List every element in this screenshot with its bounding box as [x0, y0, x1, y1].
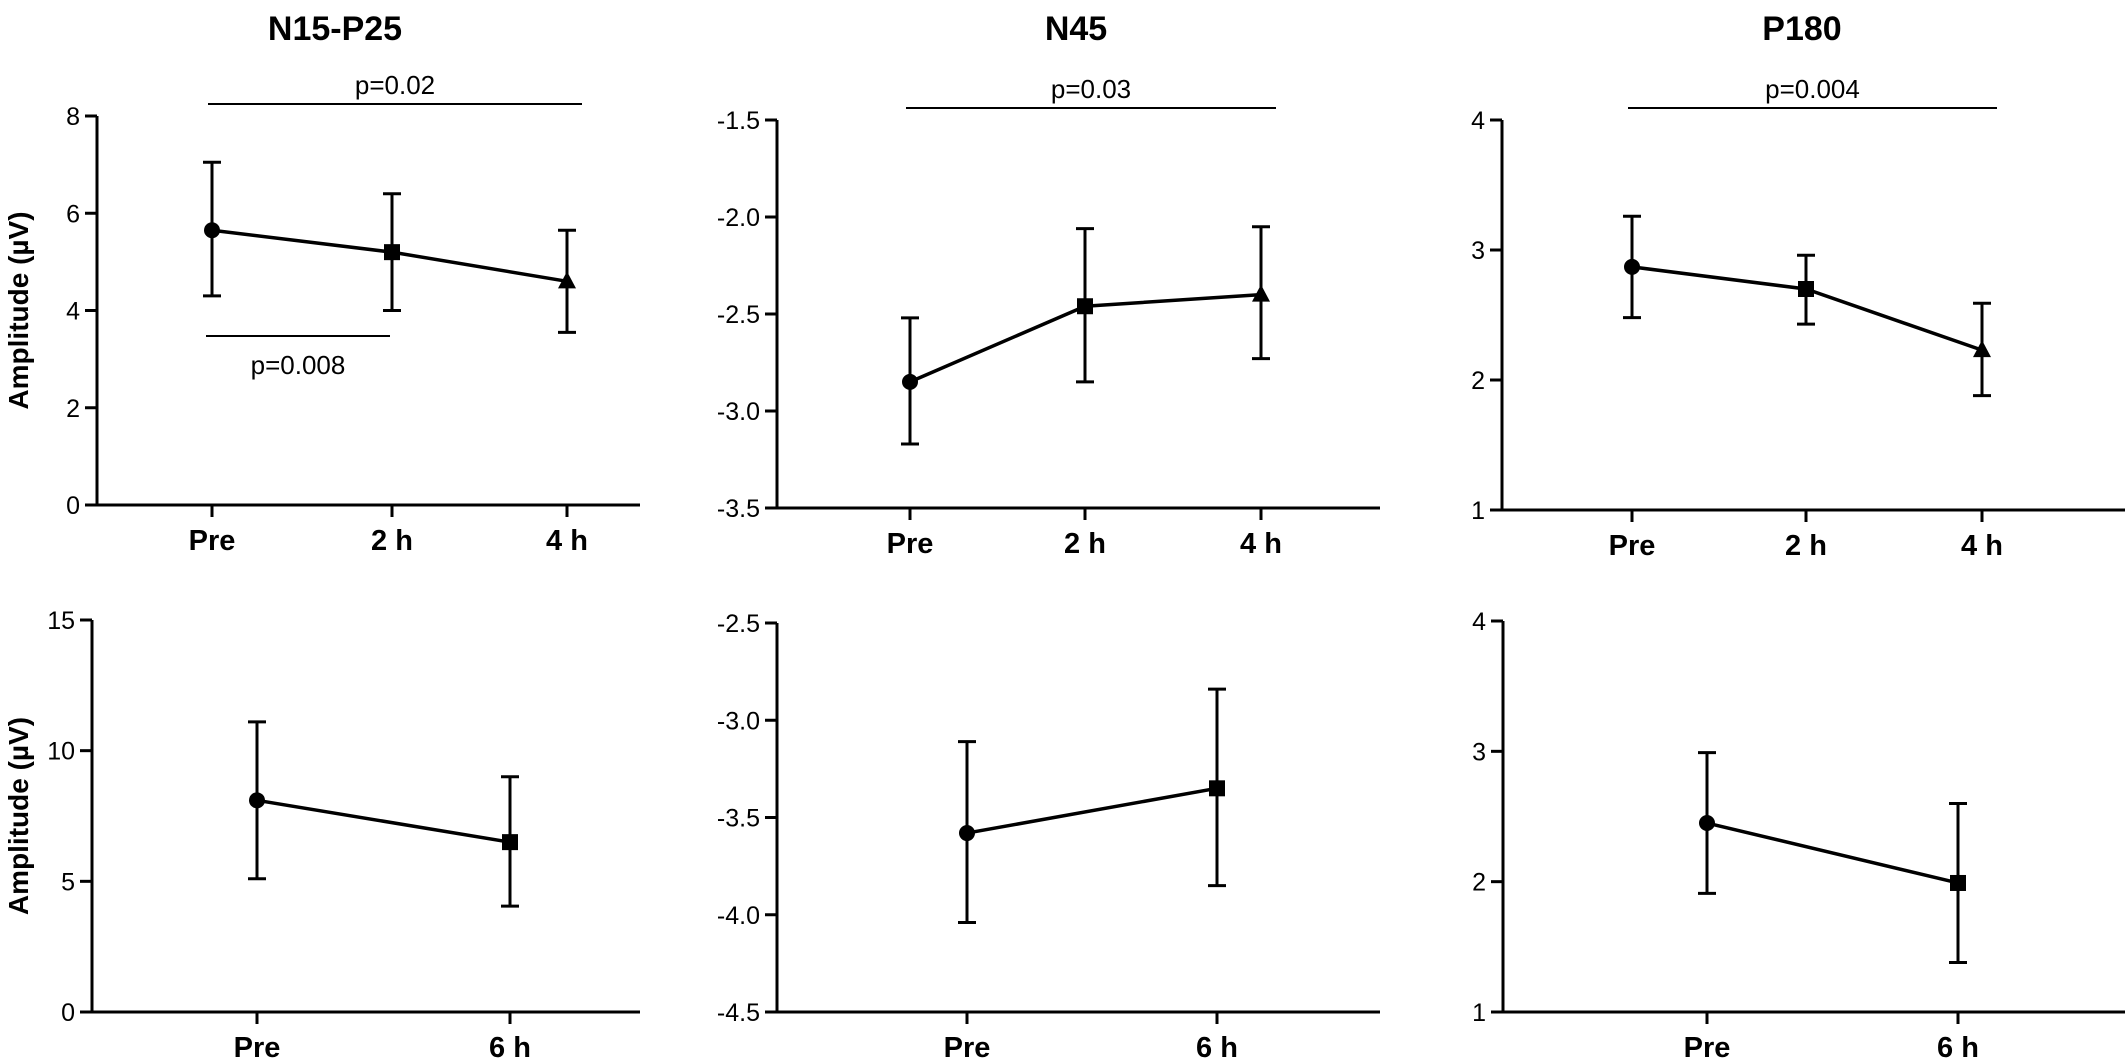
y-tick-label: 2	[1472, 869, 1486, 897]
data-point-circle	[249, 792, 265, 809]
chart-panel-3: P180 1 2 3 4 Pre 2 h 4 h p=0.004	[1471, 10, 2125, 562]
x-tick-label: Pre	[887, 528, 934, 560]
y-tick-label: -3.5	[717, 495, 760, 523]
y-tick-label: -2.5	[717, 610, 760, 638]
x-tick-label: 4 h	[1240, 528, 1282, 560]
y-tick-label: -1.5	[717, 107, 760, 135]
y-tick-label: 2	[66, 395, 80, 423]
chart-panel-1: N15-P25 Amplitude (µV) 0 2 4 6 8 Pre 2 h 4 h p=0.0…	[3, 10, 640, 557]
x-tick-label: Pre	[1609, 530, 1656, 562]
data-point-triangle	[1973, 340, 1991, 358]
y-tick-label: 15	[47, 607, 75, 635]
x-tick-label: 6 h	[1937, 1032, 1979, 1061]
y-tick-label: 10	[47, 738, 75, 766]
chart-panel-4: Amplitude (µV) 0 5 10 15 Pre 6 h	[3, 607, 640, 1061]
data-point-circle	[1699, 815, 1715, 832]
data-point-circle	[959, 825, 975, 842]
significance-label: p=0.008	[251, 350, 346, 380]
significance-label: p=0.004	[1765, 74, 1860, 104]
x-tick-label: 2 h	[1064, 528, 1106, 560]
significance-label: p=0.02	[355, 70, 435, 100]
x-tick-label: 6 h	[1196, 1032, 1238, 1061]
series-line	[1706, 821, 1959, 885]
chart-panel-5: -4.5 -4.0 -3.5 -3.0 -2.5 Pre 6 h	[717, 610, 1380, 1061]
y-tick-label: -4.0	[717, 902, 760, 930]
x-tick-label: Pre	[234, 1032, 281, 1061]
x-tick-label: Pre	[1684, 1032, 1731, 1061]
y-tick-label: 4	[1472, 608, 1486, 636]
data-point-square	[1950, 874, 1966, 891]
y-tick-label: -2.0	[717, 204, 760, 232]
y-tick-label: 5	[61, 868, 75, 896]
data-point-triangle	[558, 271, 576, 289]
y-tick-label: 1	[1471, 497, 1485, 525]
x-tick-label: 2 h	[371, 525, 413, 557]
data-point-circle	[1624, 258, 1640, 275]
x-tick-label: Pre	[944, 1032, 991, 1061]
x-tick-label: 6 h	[489, 1032, 531, 1061]
data-point-square	[384, 244, 400, 261]
x-tick-label: Pre	[189, 525, 236, 557]
x-tick-label: 2 h	[1785, 530, 1827, 562]
data-point-circle	[902, 373, 918, 390]
series-line	[256, 798, 511, 844]
chart-title: N15-P25	[268, 10, 402, 48]
y-tick-label: 1	[1472, 999, 1486, 1027]
series-line	[966, 786, 1218, 835]
chart-panel-2: N45 -3.5 -3.0 -2.5 -2.0 -1.5 Pre 2 h 4 h p=0.03	[717, 10, 1380, 560]
y-tick-label: 8	[66, 103, 80, 131]
y-tick-label: -3.0	[717, 398, 760, 426]
data-point-square	[1077, 298, 1093, 315]
y-axis-label: Amplitude (µV)	[3, 717, 34, 915]
y-tick-label: 4	[66, 298, 80, 326]
data-point-triangle	[1252, 284, 1270, 302]
data-point-square	[502, 834, 518, 851]
data-point-circle	[204, 222, 220, 239]
y-axis-label: Amplitude (µV)	[3, 211, 34, 409]
y-tick-label: 3	[1472, 738, 1486, 766]
y-tick-label: 0	[66, 492, 80, 520]
data-point-square	[1209, 780, 1225, 797]
significance-label: p=0.03	[1051, 74, 1131, 104]
chart-title: N45	[1045, 10, 1107, 48]
x-tick-label: 4 h	[1961, 530, 2003, 562]
y-tick-label: -2.5	[717, 301, 760, 329]
y-tick-label: 2	[1471, 367, 1485, 395]
x-tick-label: 4 h	[546, 525, 588, 557]
y-tick-label: 3	[1471, 237, 1485, 265]
chart-title: P180	[1762, 10, 1841, 48]
y-tick-label: -3.0	[717, 707, 760, 735]
y-tick-label: -4.5	[717, 999, 760, 1027]
y-tick-label: -3.5	[717, 805, 760, 833]
y-tick-label: 6	[66, 200, 80, 228]
y-tick-label: 0	[61, 999, 75, 1027]
chart-panel-6: 1 2 3 4 Pre 6 h	[1472, 608, 2125, 1061]
y-tick-label: 4	[1471, 107, 1485, 135]
data-point-square	[1798, 281, 1814, 297]
